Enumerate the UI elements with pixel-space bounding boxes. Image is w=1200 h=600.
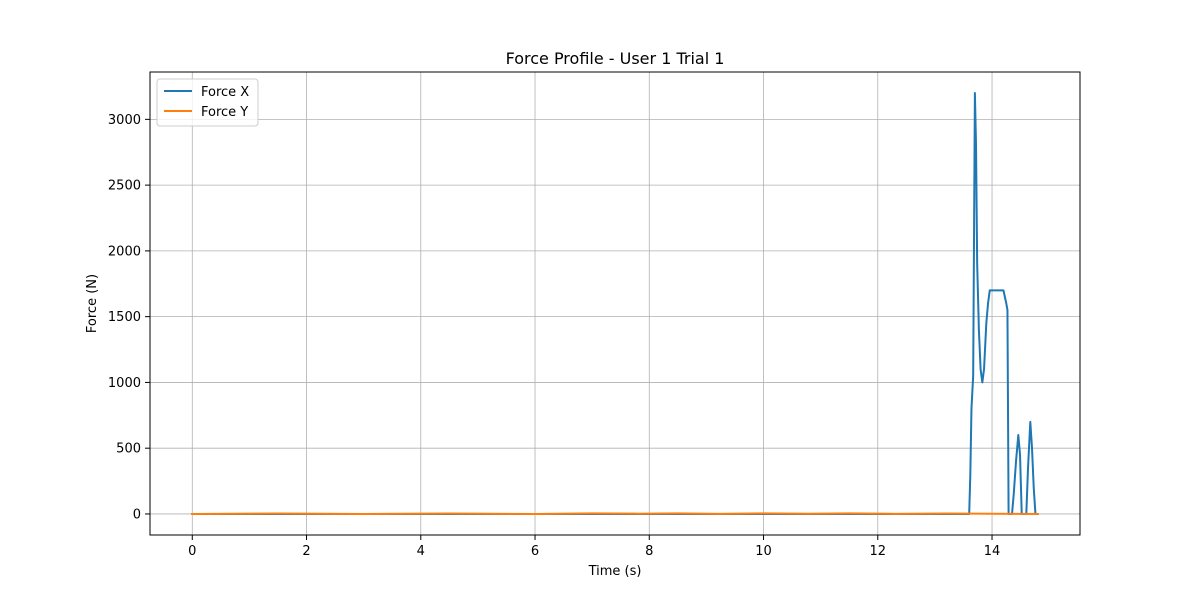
y-axis-label: Force (N) xyxy=(85,274,100,333)
x-tick-label: 12 xyxy=(870,544,887,559)
x-axis-label: Time (s) xyxy=(588,564,642,579)
plot-frame xyxy=(149,71,1081,536)
legend-label-force-x: Force X xyxy=(201,85,249,100)
y-tick-label: 500 xyxy=(116,442,141,457)
x-tick-label: 6 xyxy=(531,544,539,559)
axis-ticks: 0 2 4 6 8 10 12 14 0 500 1000 1500 2000 2500 3000 xyxy=(108,113,1000,559)
x-tick-label: 4 xyxy=(417,544,425,559)
y-tick-label: 1000 xyxy=(108,376,141,391)
y-tick-label: 1500 xyxy=(108,310,141,325)
y-tick-label: 3000 xyxy=(108,113,141,128)
series-lines xyxy=(191,92,1039,515)
series-line-force-x xyxy=(191,92,1039,515)
y-tick-label: 2000 xyxy=(108,244,141,259)
y-tick-label: 0 xyxy=(133,507,141,522)
series-line-force-y xyxy=(191,512,1039,515)
chart-title: Force Profile - User 1 Trial 1 xyxy=(506,49,725,68)
x-tick-label: 10 xyxy=(755,544,772,559)
x-tick-label: 14 xyxy=(984,544,1001,559)
legend-label-force-y: Force Y xyxy=(201,105,248,120)
x-tick-label: 2 xyxy=(302,544,310,559)
x-tick-label: 8 xyxy=(645,544,653,559)
legend: Force X Force Y xyxy=(156,78,259,127)
x-tick-label: 0 xyxy=(188,544,196,559)
y-tick-label: 2500 xyxy=(108,179,141,194)
